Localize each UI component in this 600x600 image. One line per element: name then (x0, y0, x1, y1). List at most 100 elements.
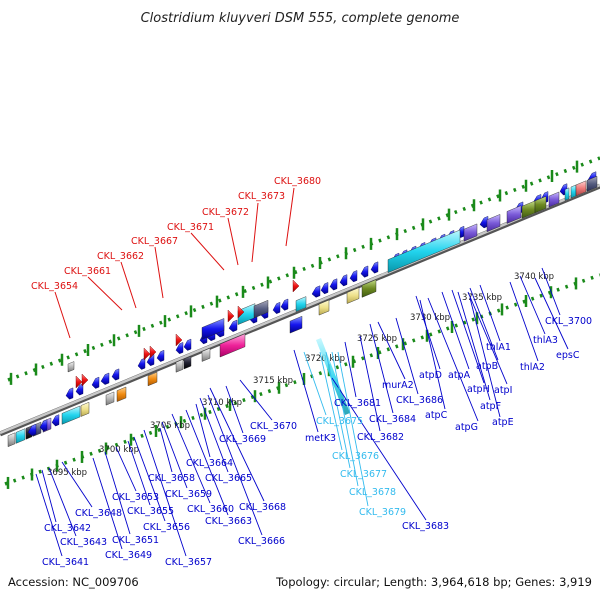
gene-label-ckl-3662[interactable]: CKL_3662 (97, 251, 144, 262)
gene-label-ckl-3667[interactable]: CKL_3667 (131, 236, 178, 247)
gene-label-ckl-3654[interactable]: CKL_3654 (31, 281, 78, 292)
gene-label-atpe[interactable]: atpE (492, 417, 514, 428)
gene-label-ckl-3661[interactable]: CKL_3661 (64, 266, 111, 277)
gene-block (463, 223, 478, 242)
gene-block (318, 299, 330, 316)
bottom-leader-line (104, 451, 131, 535)
bottom-leader-line (239, 379, 273, 421)
gene-label-ckl-3664[interactable]: CKL_3664 (186, 458, 233, 469)
gene-label-atpi[interactable]: atpI (494, 385, 512, 396)
kbp-label: 3710 kbp (202, 398, 242, 408)
gene-label-ckl-3653[interactable]: CKL_3653 (112, 492, 159, 503)
gene-label-ckl-3651[interactable]: CKL_3651 (112, 535, 159, 546)
gene-label-mura2[interactable]: murA2 (382, 380, 414, 391)
bottom-leader-line (344, 341, 357, 398)
gene-label-atph[interactable]: atpH (467, 384, 490, 395)
gene-block (289, 315, 303, 334)
gene-arrow (100, 372, 110, 385)
gene-arrow (51, 414, 60, 427)
gene-label-metk3[interactable]: metK3 (305, 433, 336, 444)
gene-label-ckl-3643[interactable]: CKL_3643 (60, 537, 107, 548)
gene-label-ckl-3642[interactable]: CKL_3642 (44, 523, 91, 534)
gene-label-ckl-3673[interactable]: CKL_3673 (238, 191, 285, 202)
gene-label-atpg[interactable]: atpG (455, 422, 478, 433)
gene-label-atpb[interactable]: atpB (476, 361, 498, 372)
red-gene-arrow (175, 333, 183, 347)
gene-label-ckl-3666[interactable]: CKL_3666 (238, 536, 285, 547)
gene-label-ckl-3682[interactable]: CKL_3682 (357, 432, 404, 443)
kbp-label: 3730 kbp (410, 313, 450, 323)
kbp-label: 3735 kbp (462, 293, 502, 303)
bottom-leader-line (92, 457, 123, 550)
gene-label-ckl-3670[interactable]: CKL_3670 (250, 421, 297, 432)
bottom-leader-line (161, 421, 188, 489)
bottom-leader-line (199, 397, 229, 473)
gene-label-ckl-3686[interactable]: CKL_3686 (396, 395, 443, 406)
red-gene-arrow (143, 347, 151, 361)
gene-label-atpa[interactable]: atpA (448, 370, 471, 381)
gene-label-ckl-3649[interactable]: CKL_3649 (105, 550, 152, 561)
gene-arrow (320, 282, 329, 295)
gene-block (67, 361, 75, 373)
bottom-leader-line (185, 409, 229, 516)
gene-block (295, 296, 307, 312)
gene-label-epsc[interactable]: epsC (556, 350, 580, 361)
gene-label-ckl-3678[interactable]: CKL_3678 (349, 487, 396, 498)
gene-label-ckl-3656[interactable]: CKL_3656 (143, 522, 190, 533)
gene-arrow (360, 265, 369, 278)
gene-block (253, 299, 269, 319)
gene-label-ckl-3668[interactable]: CKL_3668 (239, 502, 286, 513)
gene-label-ckl-3641[interactable]: CKL_3641 (42, 557, 89, 568)
gene-label-ckl-3677[interactable]: CKL_3677 (340, 469, 387, 480)
gene-label-ckl-3671[interactable]: CKL_3671 (167, 222, 214, 233)
gene-arrow (329, 278, 338, 291)
gene-label-ckl-3669[interactable]: CKL_3669 (219, 434, 266, 445)
cyan-gene-labels: CKL_3675 CKL_3676 CKL_3677 CKL_3678 CKL_… (316, 416, 406, 518)
cyan-leader-line (303, 351, 327, 416)
gene-label-ckl-3684[interactable]: CKL_3684 (369, 414, 416, 425)
top-leader-line (154, 246, 164, 299)
gene-label-ckl-3659[interactable]: CKL_3659 (165, 489, 212, 500)
gene-label-ckl-3660[interactable]: CKL_3660 (187, 504, 234, 515)
gene-label-ckl-3658[interactable]: CKL_3658 (148, 473, 195, 484)
cyan-leader-line (325, 351, 351, 469)
gene-label-ckl-3681[interactable]: CKL_3681 (334, 398, 381, 409)
bottom-leader-line (441, 291, 470, 370)
gene-arrow (228, 319, 238, 332)
gene-label-ckl-3663[interactable]: CKL_3663 (205, 516, 252, 527)
gene-block (116, 386, 127, 402)
gene-block (61, 405, 81, 425)
gene-label-ckl-3680[interactable]: CKL_3680 (274, 176, 321, 187)
bottom-leader-line (419, 299, 446, 410)
gene-arrow (272, 301, 281, 314)
gene-label-thla1[interactable]: thlA1 (486, 342, 511, 353)
gene-label-ckl-3675[interactable]: CKL_3675 (316, 416, 363, 427)
gene-label-ckl-3679[interactable]: CKL_3679 (359, 507, 406, 518)
gene-label-ckl-3700[interactable]: CKL_3700 (545, 316, 592, 327)
gene-block (201, 347, 211, 362)
gene-label-atpd[interactable]: atpD (419, 370, 442, 381)
gene-arrow (339, 274, 348, 287)
gene-label-ckl-3672[interactable]: CKL_3672 (202, 207, 249, 218)
gene-label-ckl-3655[interactable]: CKL_3655 (127, 506, 174, 517)
red-gene-arrow (75, 375, 83, 389)
gene-arrow (27, 423, 37, 437)
gene-label-ckl-3665[interactable]: CKL_3665 (205, 473, 252, 484)
gene-label-ckl-3657[interactable]: CKL_3657 (165, 557, 212, 568)
gene-label-ckl-3676[interactable]: CKL_3676 (332, 451, 379, 462)
gene-block (346, 287, 360, 304)
gene-block (575, 180, 587, 197)
red-gene-arrow (81, 373, 89, 387)
gene-label-ckl-3648[interactable]: CKL_3648 (75, 508, 122, 519)
bottom-leader-line (359, 335, 381, 432)
bottom-leader-line (541, 267, 561, 316)
gene-label-thla3[interactable]: thlA3 (533, 335, 558, 346)
gene-block (147, 371, 158, 387)
gene-label-atpf[interactable]: atpF (480, 401, 501, 412)
gene-label-ckl-3683[interactable]: CKL_3683 (402, 521, 449, 532)
gene-label-thla2[interactable]: thlA2 (520, 362, 545, 373)
bottom-leader-line (143, 429, 187, 557)
gene-label-atpc[interactable]: atpC (425, 410, 448, 421)
cyan-leader-line (337, 351, 369, 507)
gene-block (548, 191, 560, 208)
